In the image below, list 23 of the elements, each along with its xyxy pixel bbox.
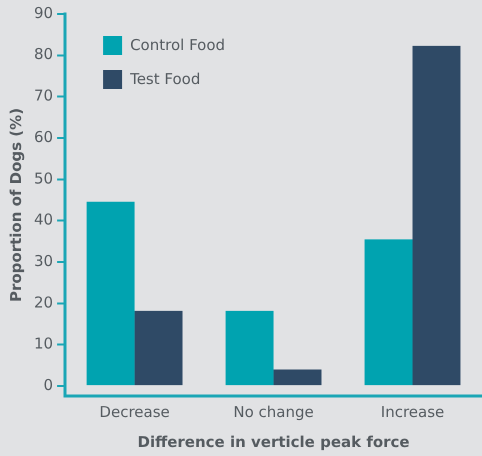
y-tick-label: 30 — [34, 252, 54, 270]
y-tick-label: 70 — [34, 86, 54, 105]
bar — [364, 239, 413, 386]
bar — [134, 310, 183, 386]
x-tick-label: Increase — [380, 402, 444, 421]
y-tick-label: 0 — [44, 376, 54, 394]
y-tick-label: 10 — [34, 334, 54, 353]
y-tick-label: 40 — [34, 210, 54, 229]
x-tick-label: No change — [233, 402, 314, 421]
legend-label: Test Food — [129, 70, 200, 88]
bar — [86, 202, 135, 386]
x-axis-title: Difference in verticle peak force — [137, 432, 410, 451]
bar — [274, 370, 322, 386]
legend-label: Control Food — [130, 36, 226, 54]
bar — [226, 310, 274, 386]
x-tick-label: Decrease — [99, 402, 170, 421]
y-axis-title: Proportion of Dogs (%) — [6, 108, 25, 302]
y-tick-label: 60 — [34, 128, 54, 146]
y-tick-label: 20 — [34, 293, 54, 312]
bar — [412, 46, 460, 386]
y-tick-label: 90 — [34, 4, 54, 22]
y-tick-label: 50 — [34, 169, 54, 188]
y-tick-label: 80 — [34, 45, 54, 64]
